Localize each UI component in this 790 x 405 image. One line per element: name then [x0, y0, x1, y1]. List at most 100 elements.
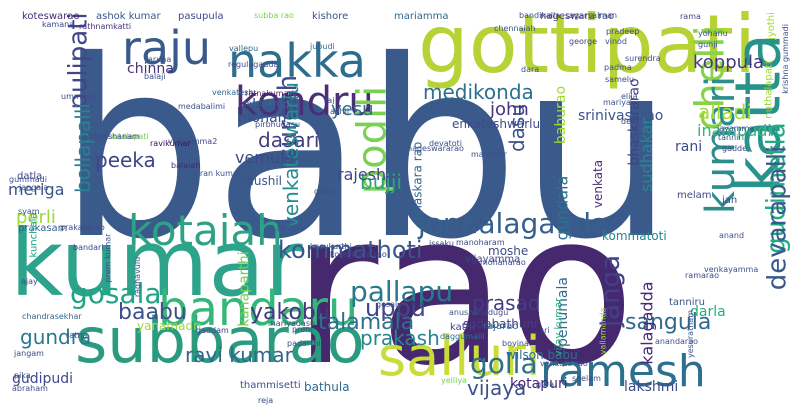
cloud-word: kotapuri — [510, 376, 568, 392]
cloud-word: bhooshanam — [88, 132, 140, 141]
cloud-word: perli — [16, 207, 56, 228]
cloud-word: aruna — [148, 55, 172, 64]
cloud-word: medikonda — [423, 80, 534, 104]
cloud-word: rao — [292, 167, 636, 405]
cloud-word: elija — [621, 92, 638, 101]
cloud-word: seelam — [572, 374, 601, 383]
cloud-word: venkata — [591, 159, 606, 209]
cloud-word: prakash — [360, 326, 440, 350]
cloud-word: koti — [252, 95, 282, 114]
cloud-word: prakasam — [18, 223, 68, 234]
cloud-word: bathula — [304, 380, 350, 394]
cloud-word: vemula — [235, 148, 295, 167]
cloud-word: akhil — [330, 107, 350, 116]
cloud-word: kishore — [312, 11, 349, 22]
cloud-word: george — [569, 37, 598, 46]
cloud-word: kalagadda — [637, 281, 657, 365]
cloud-word: salluri — [378, 325, 541, 388]
cloud-word: bhaskara rao — [410, 141, 425, 221]
cloud-word: talamala — [318, 310, 415, 335]
cloud-word: abraham — [12, 384, 48, 393]
cloud-word: gosala — [70, 277, 162, 310]
cloud-word: kunchala — [28, 212, 40, 258]
cloud-word: datla — [17, 171, 43, 182]
cloud-word: ratnakumari — [245, 89, 294, 98]
cloud-word: venkatesh — [212, 88, 254, 97]
cloud-word: gummadi — [9, 175, 47, 184]
cloud-word: badugu — [478, 308, 509, 317]
cloud-word: pasupula — [178, 11, 224, 22]
cloud-word: wilson babu — [506, 348, 578, 362]
cloud-word: devi — [621, 117, 638, 126]
cloud-word: pradeep — [606, 27, 640, 36]
cloud-word: jangam — [14, 349, 44, 358]
cloud-word: sri — [540, 326, 550, 335]
cloud-word: babu — [58, 8, 675, 293]
cloud-word: kotaiah — [128, 206, 283, 255]
cloud-word: uppu — [365, 294, 426, 322]
cloud-word: samelu — [605, 75, 635, 84]
cloud-word: vijayamma — [465, 254, 521, 265]
cloud-word: sangula — [625, 310, 712, 335]
cloud-word: anandarao — [655, 337, 699, 346]
cloud-word: vijaya — [467, 376, 527, 400]
cloud-word: nageswararao — [407, 144, 464, 153]
cloud-word: alladi — [698, 100, 752, 124]
cloud-word: jan — [722, 195, 738, 206]
cloud-word: manoharam — [456, 238, 505, 247]
cloud-word: tanniri — [718, 133, 744, 142]
cloud-word: gosal — [376, 300, 398, 309]
cloud-word: rajarao — [483, 321, 519, 332]
cloud-word: anusha — [449, 308, 479, 317]
cloud-word: nageswara rao — [540, 11, 615, 22]
cloud-word: raju — [122, 21, 212, 75]
cloud-word: kasukurthi — [310, 242, 352, 251]
cloud-word: sagar — [565, 11, 588, 20]
cloud-word: jupudi — [310, 42, 335, 51]
cloud-word: gudipudi — [12, 371, 74, 387]
cloud-word: rani — [675, 139, 703, 155]
cloud-word: prem — [292, 325, 313, 334]
cloud-word: kamana — [42, 20, 75, 29]
cloud-word: ravi kumar — [185, 343, 293, 367]
cloud-word: srinu — [472, 218, 492, 227]
cloud-word: vijay kumar — [553, 297, 565, 357]
cloud-word: yakobu — [250, 300, 330, 325]
cloud-word: raghavulu — [133, 256, 143, 298]
cloud-word: venkata rao — [540, 359, 588, 368]
cloud-word: ajay — [21, 277, 38, 286]
cloud-word: bandari — [73, 243, 104, 252]
cloud-word: krishna gummadi — [781, 24, 790, 94]
cloud-word: reja — [258, 396, 274, 405]
cloud-word: nakka — [228, 34, 366, 88]
cloud-word: kiran kumar — [193, 169, 242, 178]
cloud-word: kommathoti — [278, 236, 423, 264]
cloud-word: mohan — [238, 110, 287, 126]
cloud-word: kommatoti — [602, 229, 667, 243]
cloud-word: baburao — [553, 85, 570, 145]
cloud-word: ratna — [66, 331, 88, 340]
cloud-word: ashok kumar — [96, 11, 161, 22]
cloud-word: prakasarao — [60, 223, 105, 232]
cloud-word: kondru — [235, 79, 374, 125]
cloud-word: mariyadasu — [268, 319, 316, 328]
cloud-word: jayamma — [717, 124, 755, 133]
cloud-word: rama — [680, 12, 701, 21]
cloud-word: koteswara rao — [330, 250, 387, 259]
cloud-word: yesuratnam — [686, 310, 695, 358]
cloud-word: bandikalla — [519, 11, 561, 20]
cloud-word: yallamanda — [598, 307, 608, 355]
cloud-word: lakshmi — [624, 379, 679, 395]
cloud-word: jangala — [19, 183, 49, 192]
cloud-word: baabu — [118, 300, 187, 325]
cloud-word: dasari — [258, 128, 320, 152]
cloud-word: bujji — [360, 170, 403, 194]
cloud-word: gaddam — [196, 326, 229, 335]
cloud-word: devarapalli — [762, 145, 790, 291]
cloud-word: surendra — [625, 54, 661, 63]
cloud-word: subbarao — [75, 304, 365, 377]
cloud-word: ummadi — [61, 92, 94, 101]
cloud-word: gadde — [722, 144, 748, 153]
cloud-word: chinna — [127, 61, 174, 77]
cloud-word: meriga — [8, 180, 65, 199]
